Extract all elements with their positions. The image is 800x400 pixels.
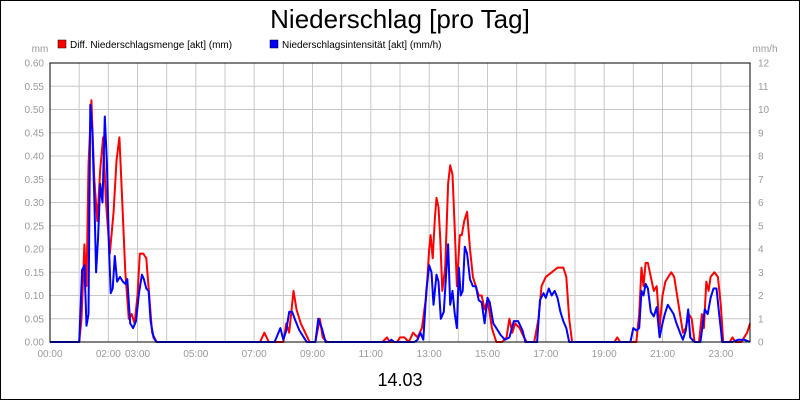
y-right-tick-label: 8 [758, 152, 764, 163]
x-tick-label: 03:00 [125, 349, 150, 360]
x-tick-label: 00:00 [37, 349, 62, 360]
y-right-tick-label: 11 [758, 82, 769, 93]
x-tick-label: 02:00 [96, 349, 121, 360]
y-right-tick-label: 2 [758, 291, 764, 302]
plot-area [49, 62, 751, 343]
y-left-tick-label: 0.50 [25, 105, 45, 116]
x-tick-label: 21:00 [650, 349, 675, 360]
x-axis: 00:00 02:00 03:00 05:00 07:00 09:00 11:00 13:00… [37, 349, 733, 360]
x-tick-label: 15:00 [475, 349, 500, 360]
legend-label-intensity: Niederschlagsintensität [akt] (mm/h) [282, 40, 442, 51]
y-right-tick-label: 1 [758, 314, 764, 325]
left-axis-unit: mm [32, 44, 49, 55]
y-left-tick-label: 0.45 [25, 128, 45, 139]
legend: Diff. Niederschlagsmenge [akt] (mm) Nied… [57, 39, 442, 51]
y-left-tick-label: 0.55 [25, 82, 45, 93]
x-tick-label: 23:00 [708, 349, 733, 360]
y-right-tick-label: 0 [758, 338, 764, 349]
x-tick-label: 07:00 [242, 349, 267, 360]
legend-swatch-red [57, 39, 67, 49]
y-right-tick-label: 3 [758, 268, 764, 279]
y-right-tick-label: 10 [758, 105, 770, 116]
y-left-tick-label: 0.05 [25, 314, 45, 325]
y-left-tick-label: 0.25 [25, 221, 45, 232]
series-line-intensity [50, 103, 751, 343]
date-label: 14.03 [377, 370, 422, 390]
x-tick-label: 17:00 [533, 349, 558, 360]
y-right-tick-label: 5 [758, 221, 764, 232]
y-right-tick-label: 7 [758, 175, 764, 186]
y-left-tick-label: 0.10 [25, 291, 45, 302]
y-left-tick-label: 0.15 [25, 268, 45, 279]
legend-label-amount: Diff. Niederschlagsmenge [akt] (mm) [70, 40, 232, 51]
series-line-amount [50, 99, 751, 343]
y-left-tick-label: 0.30 [25, 198, 45, 209]
x-tick-label: 05:00 [183, 349, 208, 360]
y-left-tick-label: 0.40 [25, 152, 45, 163]
y-axis-left: 0.00 0.05 0.10 0.15 0.20 0.25 0.30 0.35 0.40 0.45… [25, 59, 45, 349]
chart-title: Niederschlag [pro Tag] [270, 4, 530, 34]
x-tick-label: 11:00 [359, 349, 384, 360]
legend-swatch-blue [269, 39, 279, 49]
x-tick-label: 13:00 [417, 349, 442, 360]
x-tick-label: 09:00 [300, 349, 325, 360]
y-left-tick-label: 0.00 [25, 338, 45, 349]
y-right-tick-label: 9 [758, 128, 764, 139]
y-right-tick-label: 12 [758, 59, 770, 70]
grid [49, 62, 751, 343]
right-axis-unit: mm/h [753, 44, 778, 55]
y-right-tick-label: 4 [758, 245, 764, 256]
series-lines [50, 99, 751, 343]
y-right-tick-label: 6 [758, 198, 764, 209]
y-left-tick-label: 0.60 [25, 59, 45, 70]
x-tick-label: 19:00 [592, 349, 617, 360]
y-left-tick-label: 0.35 [25, 175, 45, 186]
y-left-tick-label: 0.20 [25, 245, 45, 256]
